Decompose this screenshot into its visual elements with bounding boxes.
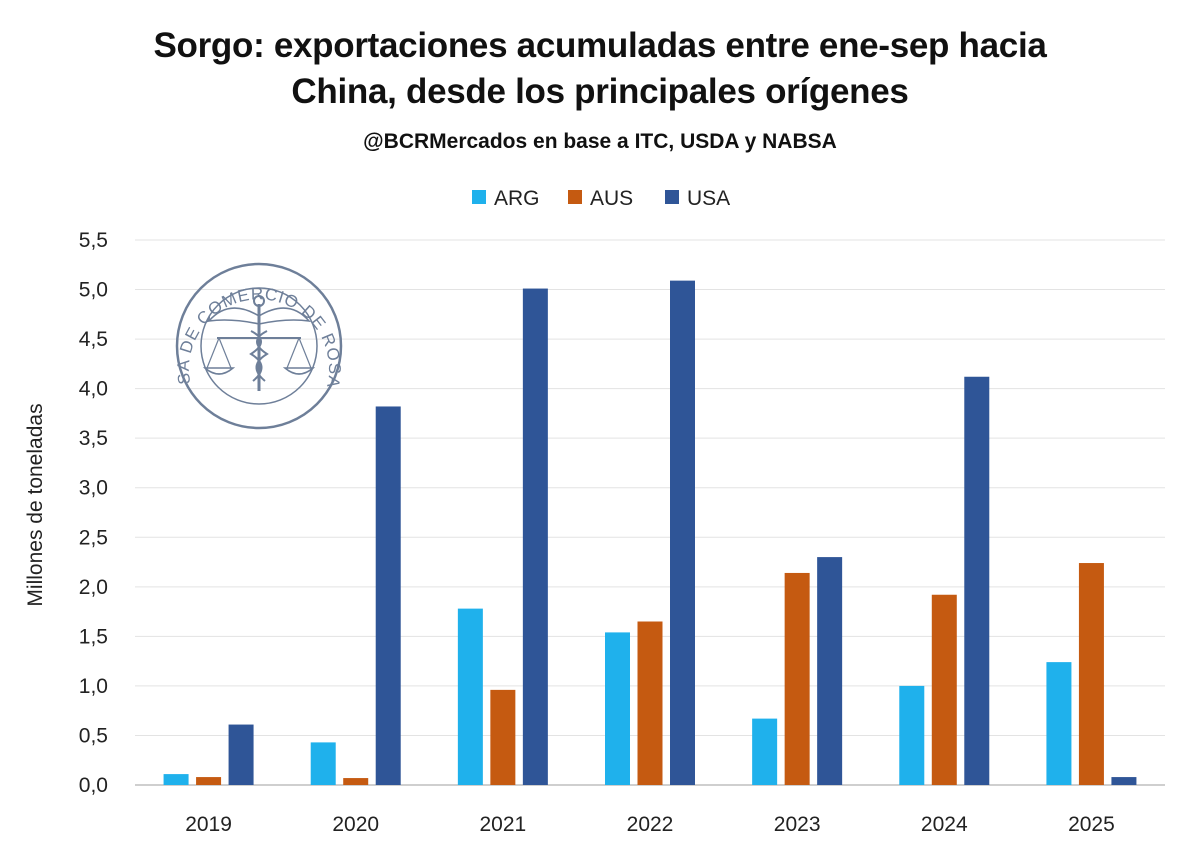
bar-usa-2021 bbox=[522, 288, 548, 785]
bar-usa-2025 bbox=[1111, 777, 1137, 785]
x-tick-label: 2019 bbox=[185, 813, 232, 836]
chart-title-line-2: China, desde los principales orígenes bbox=[291, 72, 909, 111]
bar-arg-2024 bbox=[899, 685, 925, 785]
bar-usa-2019 bbox=[228, 724, 254, 785]
legend-swatch bbox=[472, 190, 486, 204]
bar-aus-2021 bbox=[490, 689, 516, 785]
bar-aus-2025 bbox=[1078, 563, 1104, 785]
bar-aus-2019 bbox=[196, 777, 222, 785]
legend-item-arg: ARG bbox=[472, 187, 540, 210]
legend-label: AUS bbox=[590, 187, 633, 210]
y-tick-label: 0,0 bbox=[79, 774, 108, 797]
bar-aus-2020 bbox=[343, 778, 369, 785]
y-tick-label: 2,0 bbox=[79, 576, 108, 599]
x-tick-label: 2024 bbox=[921, 813, 968, 836]
legend-item-aus: AUS bbox=[568, 187, 633, 210]
y-axis-label: Millones de toneladas bbox=[24, 403, 47, 606]
y-tick-label: 0,5 bbox=[79, 724, 108, 747]
x-tick-label: 2022 bbox=[627, 813, 674, 836]
y-tick-label: 3,5 bbox=[79, 427, 108, 450]
legend: ARG AUS USA bbox=[472, 187, 730, 210]
x-tick-label: 2021 bbox=[479, 813, 526, 836]
legend-item-usa: USA bbox=[665, 187, 730, 210]
chart-title-line-1: Sorgo: exportaciones acumuladas entre en… bbox=[153, 26, 1047, 65]
legend-swatch bbox=[665, 190, 679, 204]
x-axis-ticks: 2019 2020 2021 2022 2023 2024 2025 bbox=[185, 813, 1115, 836]
bar-arg-2025 bbox=[1046, 662, 1072, 785]
bar-usa-2020 bbox=[375, 406, 401, 785]
bar-aus-2023 bbox=[784, 572, 810, 785]
bar-arg-2022 bbox=[605, 632, 630, 785]
bar-usa-2023 bbox=[817, 557, 843, 785]
y-tick-label: 1,5 bbox=[79, 625, 108, 648]
y-tick-label: 2,5 bbox=[79, 526, 108, 549]
x-tick-label: 2020 bbox=[332, 813, 379, 836]
legend-label: ARG bbox=[494, 187, 540, 210]
bar-arg-2021 bbox=[457, 608, 483, 785]
legend-label: USA bbox=[687, 187, 730, 210]
y-tick-label: 5,0 bbox=[79, 279, 108, 302]
bar-arg-2019 bbox=[163, 774, 189, 785]
bar-usa-2024 bbox=[964, 376, 990, 785]
y-tick-label: 1,0 bbox=[79, 675, 108, 698]
x-tick-label: 2025 bbox=[1068, 813, 1115, 836]
bar-arg-2020 bbox=[310, 742, 336, 785]
bar-aus-2022 bbox=[637, 621, 663, 785]
bar-aus-2024 bbox=[931, 594, 957, 785]
bars bbox=[163, 280, 1137, 785]
chart-subtitle: @BCRMercados en base a ITC, USDA y NABSA bbox=[363, 130, 837, 153]
x-tick-label: 2023 bbox=[774, 813, 821, 836]
legend-swatch bbox=[568, 190, 582, 204]
y-tick-label: 4,0 bbox=[79, 378, 108, 401]
y-axis-ticks: 0,0 0,5 1,0 1,5 2,0 2,5 3,0 3,5 4,0 4,5 5,0 5,5 bbox=[79, 229, 108, 797]
bar-usa-2022 bbox=[670, 280, 695, 785]
svg-text:BOLSA DE COMERCIO DE ROSARIO: BOLSA DE COMERCIO DE ROSARIO bbox=[0, 0, 344, 390]
watermark-seal: BOLSA DE COMERCIO DE ROSARIO bbox=[0, 0, 344, 430]
bar-arg-2023 bbox=[752, 718, 778, 785]
y-tick-label: 4,5 bbox=[79, 328, 108, 351]
y-tick-label: 5,5 bbox=[79, 229, 108, 252]
y-tick-label: 3,0 bbox=[79, 477, 108, 500]
